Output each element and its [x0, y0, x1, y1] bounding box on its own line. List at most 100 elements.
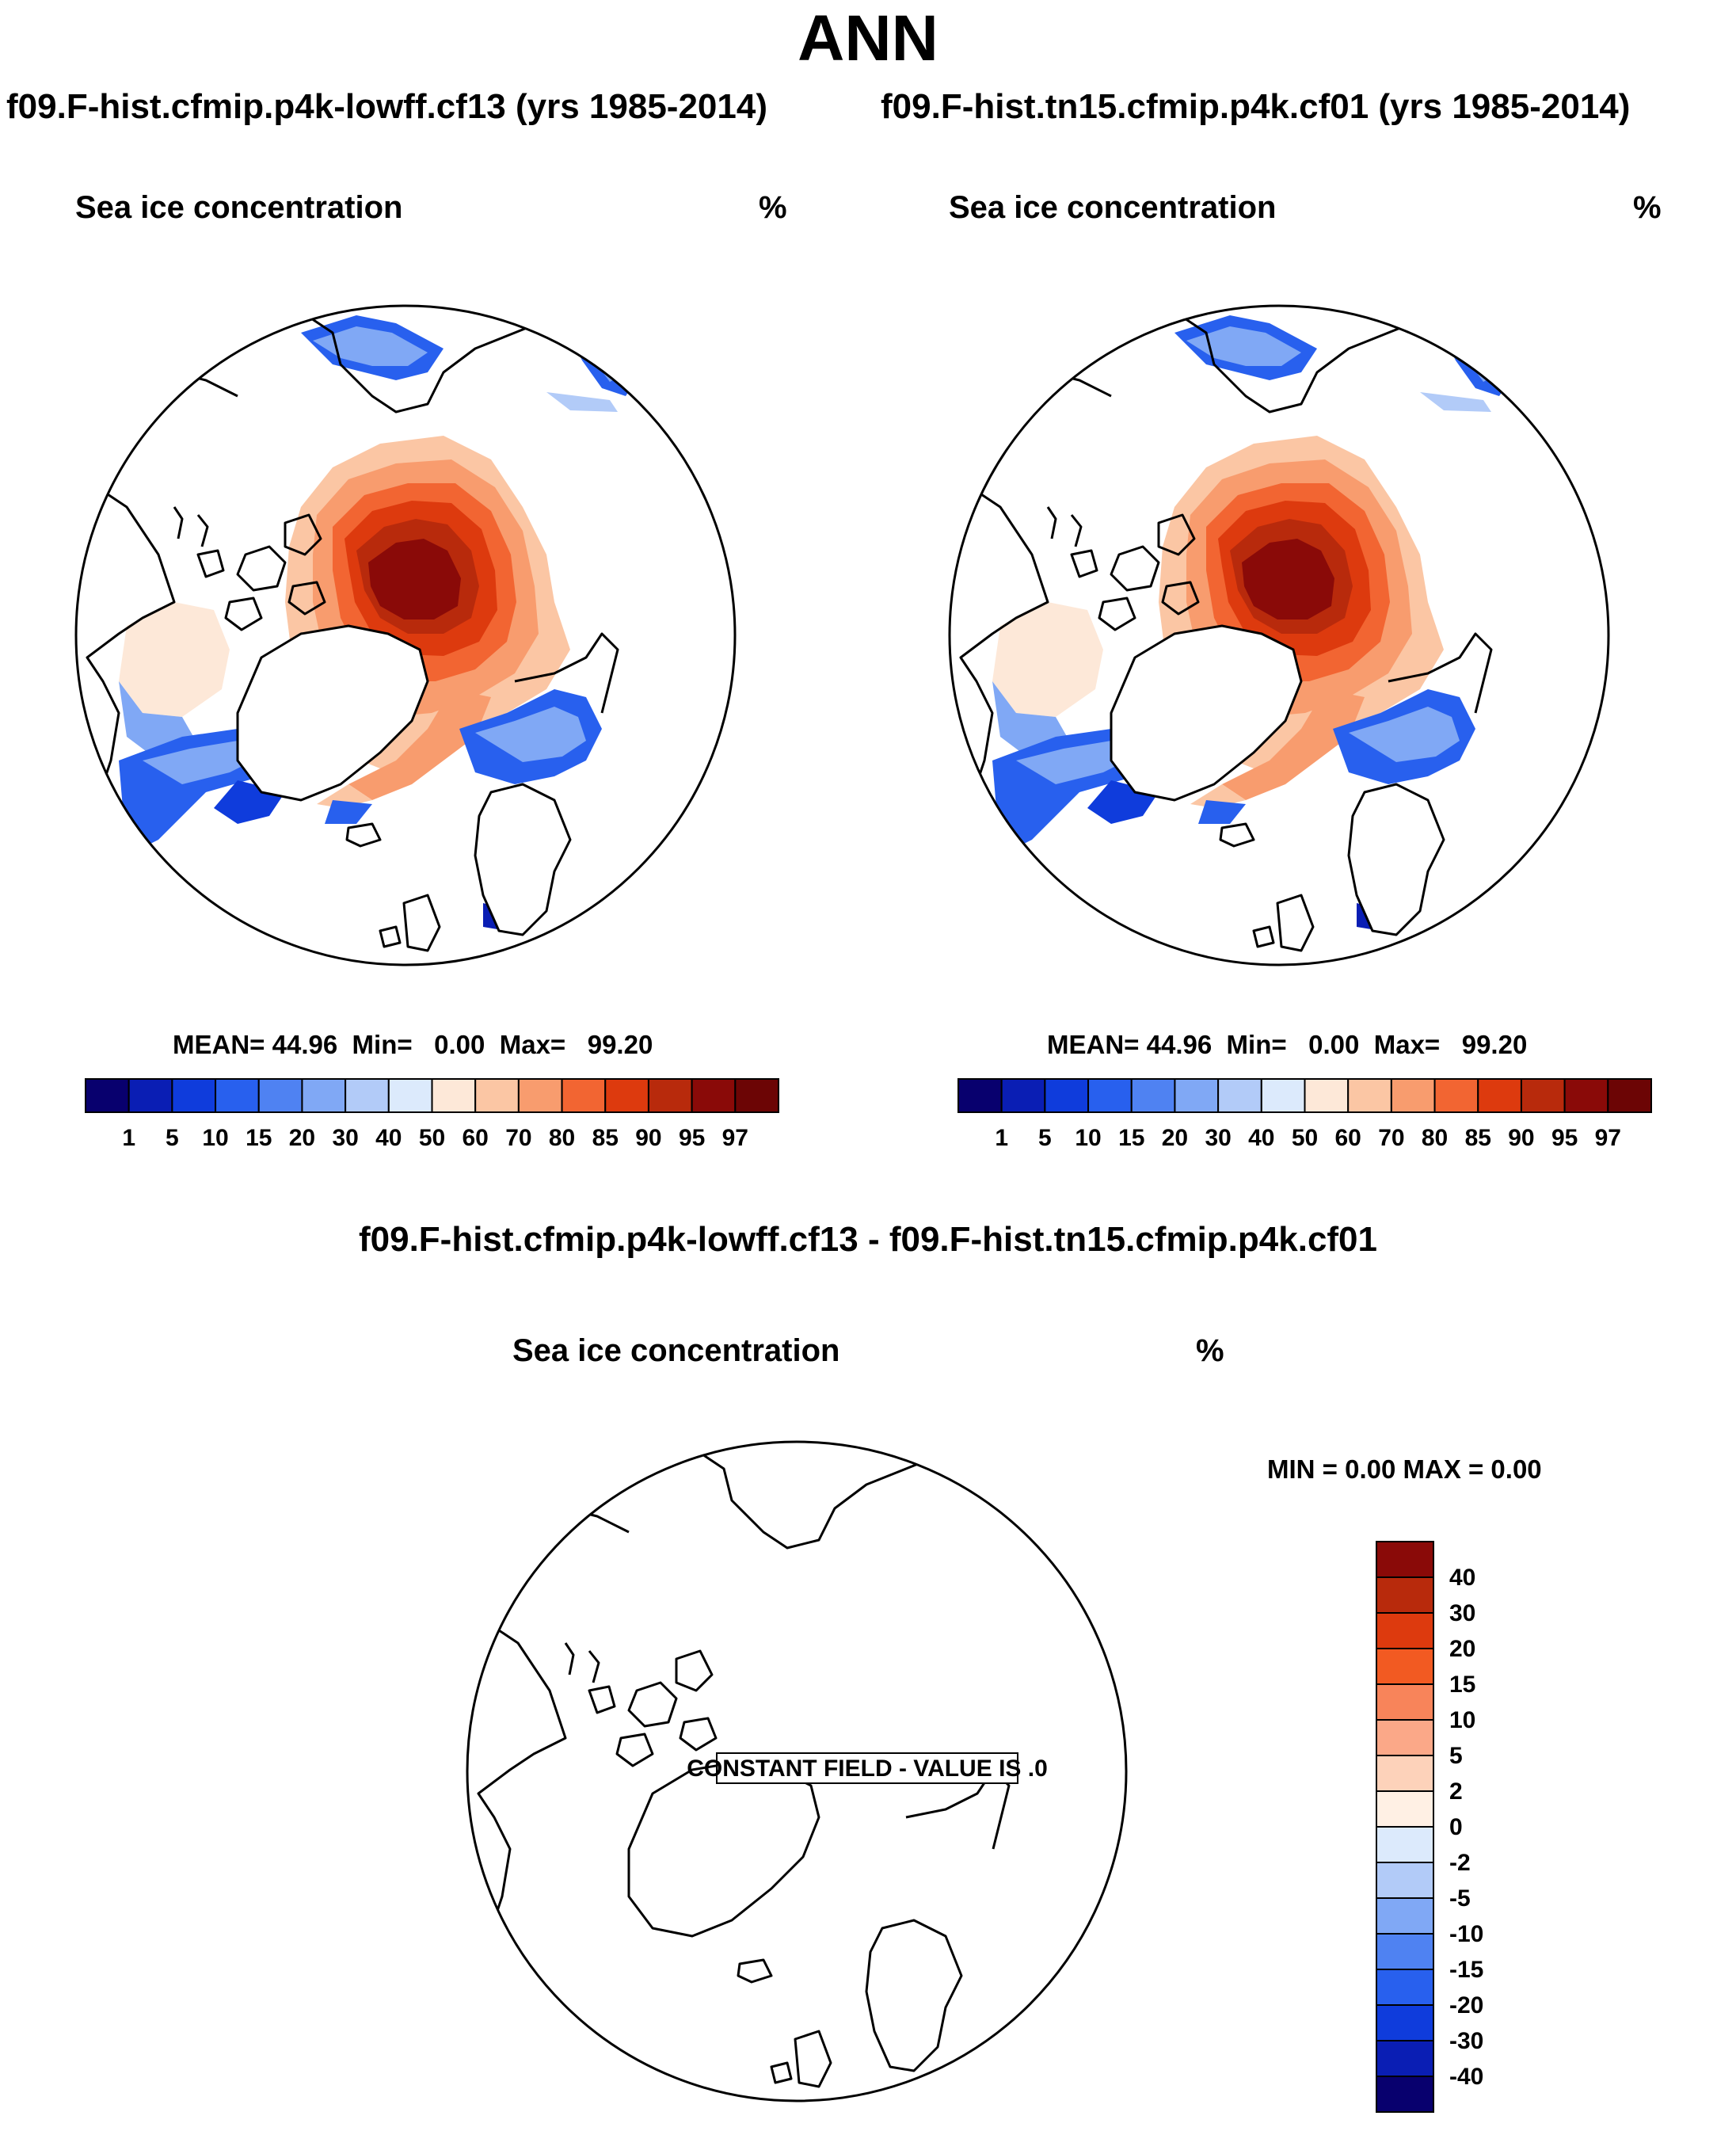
min-label: Min=	[1226, 1030, 1287, 1059]
case2-colorbar-swatch	[1347, 1078, 1392, 1113]
case1-colorbar-tick-label: 90	[635, 1125, 661, 1151]
case1-min-value: 0.00	[434, 1030, 485, 1059]
case1-mean-value: 44.96	[272, 1030, 338, 1059]
case1-colorbar-tick-label: 40	[375, 1125, 402, 1151]
case1-colorbar: 1 5 10 15 20 30 40 50 60 70 80 85 90 95 97	[85, 1078, 779, 1151]
diff-colorbar-tick-label: 30	[1449, 1600, 1475, 1626]
case2-colorbar-swatch	[957, 1078, 1003, 1113]
case1-max-value: 99.20	[587, 1030, 653, 1059]
case2-colorbar-tick-label: 10	[1075, 1125, 1101, 1151]
main-title: ANN	[798, 2, 938, 74]
max-label: Max=	[499, 1030, 566, 1059]
case2-colorbar-tick-label: 5	[1038, 1125, 1052, 1151]
diff-colorbar-swatch	[1376, 1719, 1434, 1756]
case2-colorbar-swatch	[1000, 1078, 1046, 1113]
diff-colorbar-swatch	[1376, 1648, 1434, 1685]
case1-colorbar-swatch	[301, 1078, 347, 1113]
diff-colorbar-swatch	[1376, 1576, 1434, 1614]
diff-colorbar-swatch	[1376, 1933, 1434, 1970]
case2-field-label: Sea ice concentration	[949, 190, 1277, 225]
diff-colorbar-tick-label: 20	[1449, 1636, 1475, 1662]
diff-colorbar-swatch	[1376, 1862, 1434, 1899]
case2-max-value: 99.20	[1461, 1030, 1528, 1059]
case2-colorbar-swatch	[1520, 1078, 1566, 1113]
case2-colorbar-tick-label: 30	[1205, 1125, 1231, 1151]
case1-colorbar-swatch	[128, 1078, 173, 1113]
diff-colorbar-swatch	[1376, 1683, 1434, 1721]
case2-colorbar-swatch	[1607, 1078, 1652, 1113]
case1-colorbar-tick-label: 95	[679, 1125, 705, 1151]
case1-field-label: Sea ice concentration	[75, 190, 403, 225]
case1-colorbar-swatch	[561, 1078, 607, 1113]
case2-colorbar-swatch	[1174, 1078, 1220, 1113]
case2-colorbar-tick-label: 95	[1551, 1125, 1578, 1151]
case2-colorbar-tick-label: 1	[995, 1125, 1008, 1151]
diff-colorbar-tick-label: 5	[1449, 1743, 1463, 1769]
case2-colorbar-swatch	[1563, 1078, 1609, 1113]
case2-colorbar-swatch	[1390, 1078, 1436, 1113]
diff-colorbar-tick-label: -2	[1449, 1850, 1471, 1876]
case2-colorbar-swatch	[1304, 1078, 1350, 1113]
case1-stats: MEAN= 44.96 Min= 0.00 Max= 99.20	[173, 1030, 653, 1060]
diff-colorbar-swatch	[1376, 1969, 1434, 2006]
case1-colorbar-swatch	[604, 1078, 649, 1113]
diff-colorbar-tick-label: -30	[1449, 2028, 1483, 2054]
case2-colorbar-tick-label: 80	[1422, 1125, 1448, 1151]
case1-colorbar-swatch	[215, 1078, 260, 1113]
case1-units-label: %	[759, 190, 787, 225]
case2-colorbar-tick-label: 40	[1248, 1125, 1274, 1151]
case2-map	[948, 304, 1610, 966]
case2-colorbar-tick-label: 60	[1335, 1125, 1361, 1151]
case1-colorbar-tick-label: 15	[246, 1125, 272, 1151]
diff-colorbar-tick-label: 0	[1449, 1814, 1463, 1840]
case2-colorbar-swatch	[1130, 1078, 1176, 1113]
case2-colorbar-tick-label: 90	[1508, 1125, 1534, 1151]
diff-colorbar-swatch	[1376, 2040, 1434, 2077]
case1-colorbar-tick-label: 50	[419, 1125, 445, 1151]
diff-colorbar-tick-label: -15	[1449, 1957, 1483, 1983]
mean-label: MEAN=	[173, 1030, 265, 1059]
case1-colorbar-tick-label: 80	[549, 1125, 575, 1151]
case1-colorbar-swatch	[85, 1078, 130, 1113]
diff-colorbar-swatch	[1376, 1541, 1434, 1578]
case2-colorbar-tick-label: 85	[1465, 1125, 1491, 1151]
case2-min-value: 0.00	[1308, 1030, 1360, 1059]
constant-field-box	[716, 1752, 1018, 1784]
mean-label: MEAN=	[1047, 1030, 1140, 1059]
diff-colorbar-tick-label: -10	[1449, 1921, 1483, 1947]
diff-colorbar-swatch	[1376, 1897, 1434, 1935]
case2-units-label: %	[1633, 190, 1662, 225]
case2-colorbar-tick-label: 70	[1378, 1125, 1404, 1151]
case1-colorbar-swatch	[474, 1078, 520, 1113]
case2-colorbar-swatch	[1044, 1078, 1090, 1113]
case2-colorbar-tick-label: 97	[1595, 1125, 1621, 1151]
constant-field-label: CONSTANT FIELD - VALUE IS .0	[687, 1756, 1048, 1782]
case2-colorbar-swatch	[1217, 1078, 1262, 1113]
diff-colorbar-tick-label: -20	[1449, 1992, 1483, 2019]
diff-colorbar-tick-label: 40	[1449, 1565, 1475, 1591]
case1-colorbar-swatch	[734, 1078, 779, 1113]
case1-colorbar-tick-label: 1	[122, 1125, 135, 1151]
case2-colorbar-swatch	[1087, 1078, 1133, 1113]
case2-stats: MEAN= 44.96 Min= 0.00 Max= 99.20	[1047, 1030, 1527, 1060]
case1-colorbar-tick-label: 20	[289, 1125, 315, 1151]
case2-colorbar-swatch	[1477, 1078, 1522, 1113]
case1-colorbar-tick-label: 97	[722, 1125, 748, 1151]
case1-colorbar-swatch	[431, 1078, 477, 1113]
max-label: Max=	[1373, 1030, 1441, 1059]
diff-colorbar-swatch	[1376, 2004, 1434, 2041]
diff-colorbar-tick-label: 2	[1449, 1778, 1463, 1805]
case1-colorbar-tick-label: 70	[505, 1125, 531, 1151]
case1-colorbar-tick-label: 60	[463, 1125, 489, 1151]
case1-colorbar-swatch	[387, 1078, 433, 1113]
diff-colorbar-swatch	[1376, 1755, 1434, 1792]
case1-colorbar-swatch	[691, 1078, 737, 1113]
diff-colorbar-swatch	[1376, 1790, 1434, 1828]
diff-colorbar-swatch	[1376, 1826, 1434, 1863]
min-label: Min=	[352, 1030, 413, 1059]
case2-mean-value: 44.96	[1146, 1030, 1213, 1059]
case1-colorbar-swatch	[345, 1078, 390, 1113]
diff-colorbar-tick-label: -40	[1449, 2064, 1483, 2090]
case2-colorbar-swatch	[1433, 1078, 1479, 1113]
